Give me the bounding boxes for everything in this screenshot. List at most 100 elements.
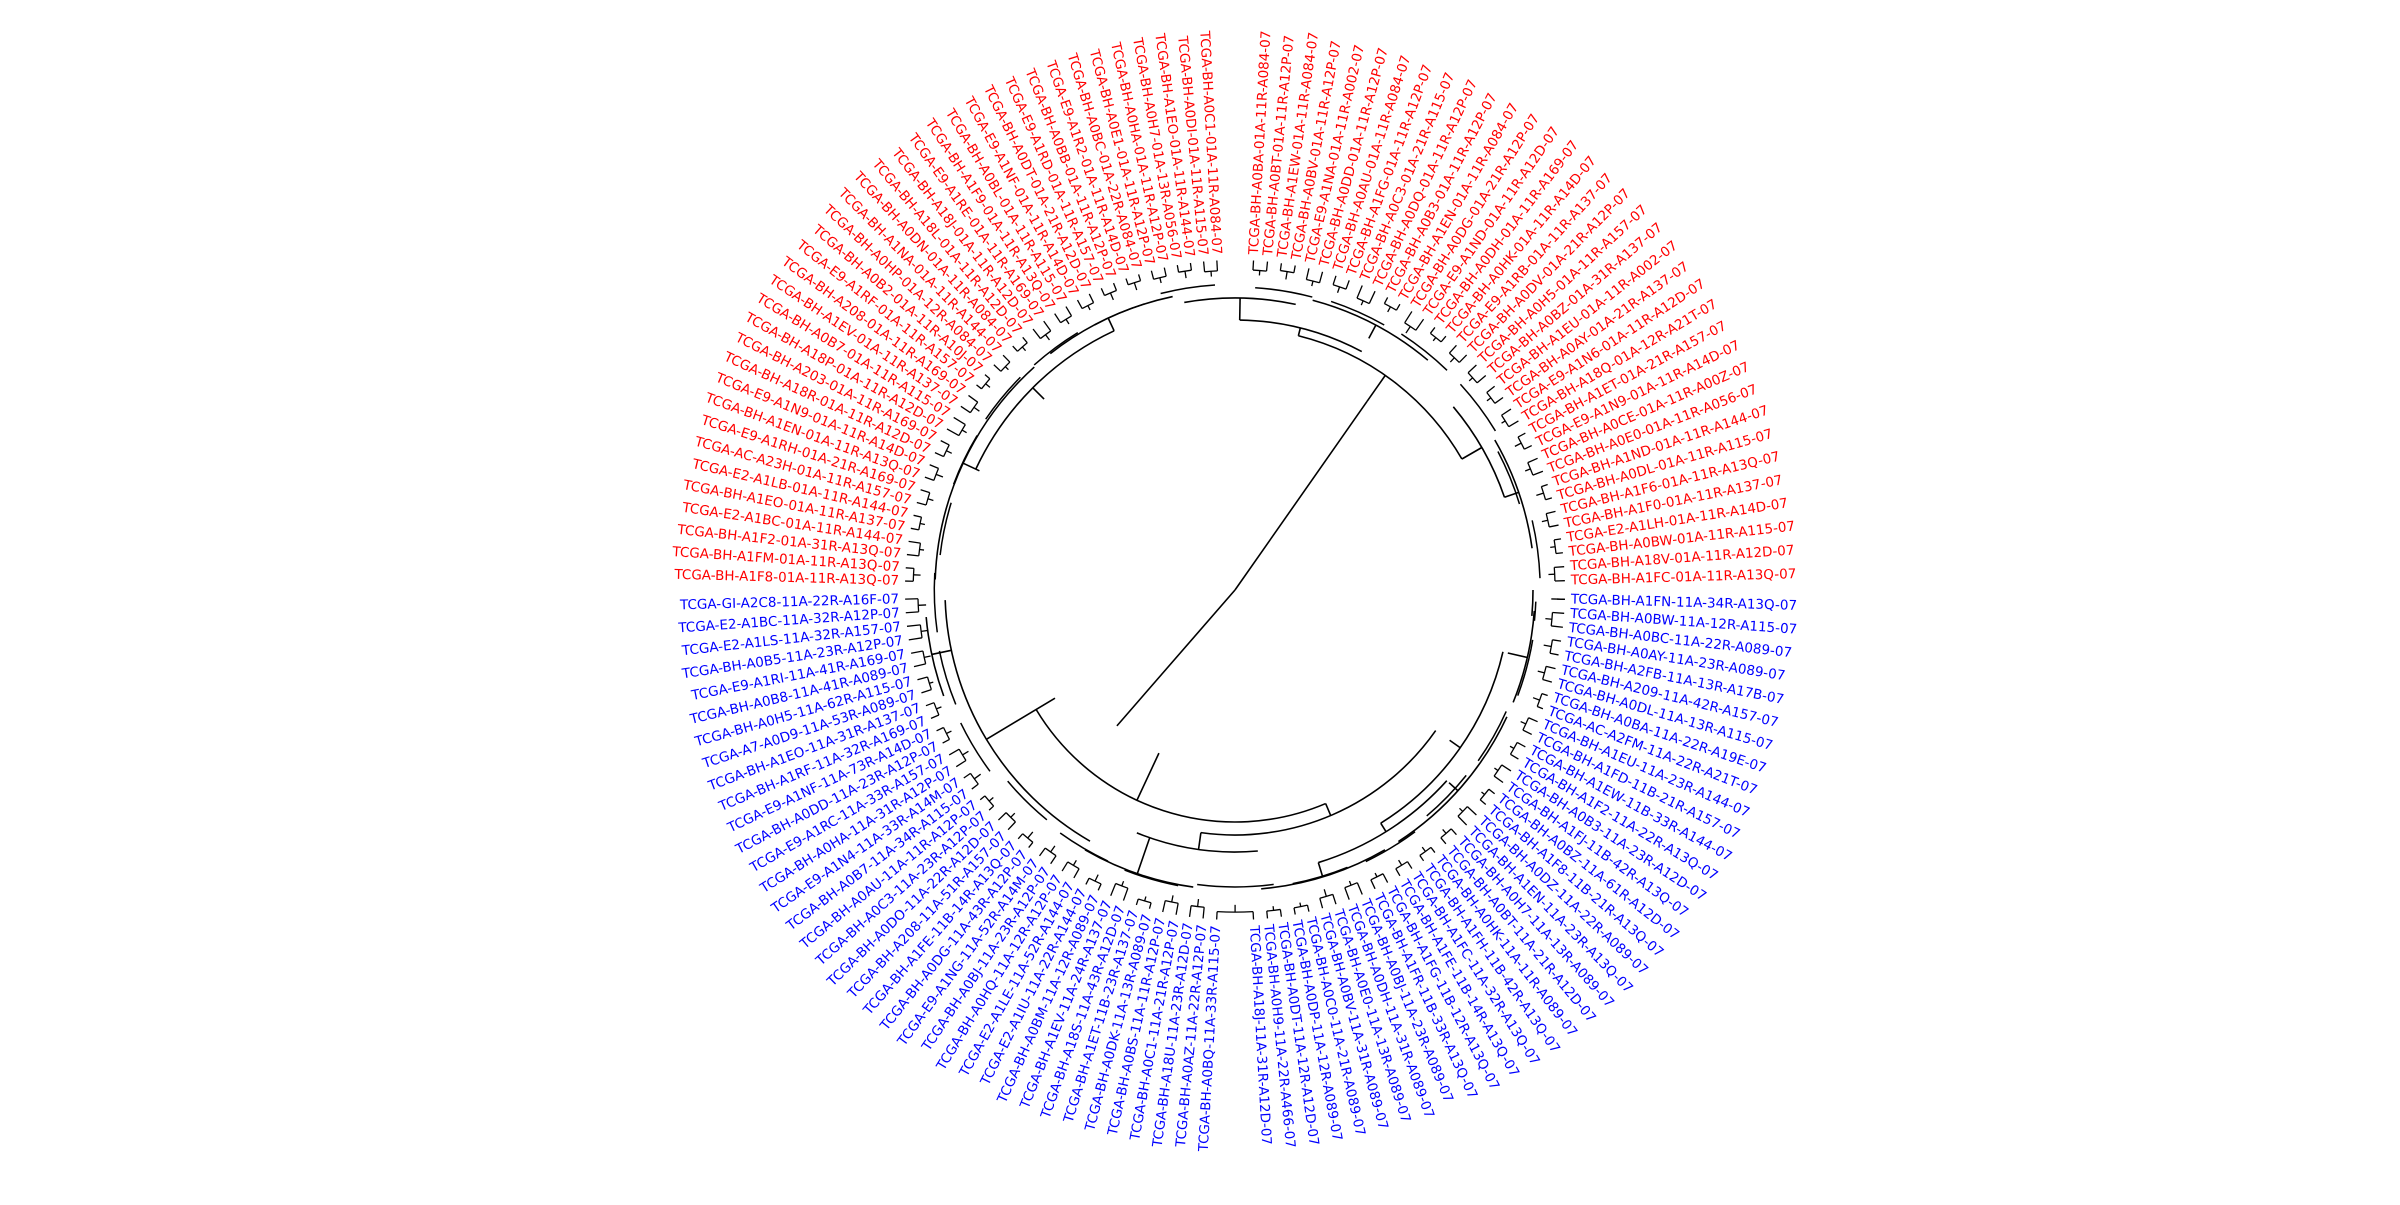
- leaf-branch: [1481, 792, 1484, 795]
- leaf-branch: [1029, 842, 1033, 847]
- cluster-arc: [961, 723, 990, 771]
- leaf-branch: [911, 651, 923, 653]
- leaf-branch: [1306, 268, 1309, 279]
- leaf-branch: [946, 451, 951, 454]
- leaf-branch: [1172, 895, 1173, 902]
- leaf-branch: [1028, 832, 1033, 838]
- leaf-branch: [1422, 847, 1425, 851]
- branch-radial: [1033, 388, 1044, 399]
- leaf-branch: [1468, 365, 1476, 373]
- leaf-branch: [941, 441, 949, 445]
- leaf-branch: [1345, 888, 1349, 900]
- leaf-branch: [1533, 471, 1543, 475]
- leaf-branch: [1546, 666, 1555, 668]
- leaf-branch: [962, 430, 967, 433]
- leaf-branch: [1123, 888, 1127, 900]
- leaf-branch: [1357, 883, 1362, 895]
- leaf-branch: [1430, 327, 1434, 333]
- branch-arc: [1532, 590, 1533, 616]
- leaf-branch: [1011, 813, 1015, 817]
- leaf-branch: [1003, 355, 1010, 362]
- leaf-branch: [998, 813, 1006, 820]
- leaf-branch: [1495, 398, 1503, 404]
- leaf-branch: [921, 490, 930, 493]
- leaf-branch: [937, 728, 944, 731]
- leaf-branch: [1487, 398, 1491, 401]
- leaf-branch: [1122, 881, 1124, 886]
- leaf-branch: [1312, 281, 1313, 286]
- leaf-branch: [956, 760, 966, 766]
- leaf-branch: [1441, 336, 1446, 342]
- leaf-branch: [1384, 297, 1387, 303]
- cluster-arc: [1532, 520, 1540, 578]
- leaf-branch: [906, 612, 919, 613]
- leaf-branch: [974, 407, 979, 411]
- leaf-branch: [924, 656, 930, 657]
- leaf-branch: [1494, 776, 1503, 782]
- leaf-branch: [1333, 276, 1336, 285]
- branch-radial: [1367, 375, 1385, 401]
- branch-radial: [1137, 838, 1149, 874]
- leaf-branch: [1396, 869, 1400, 876]
- branch-radial: [1318, 863, 1322, 877]
- leaf-branch: [928, 499, 934, 501]
- leaf-branch: [977, 385, 982, 389]
- branch-radial: [1508, 653, 1527, 658]
- leaf-branch: [1469, 378, 1472, 381]
- leaf-branch: [1110, 293, 1113, 300]
- leaf-branch: [907, 555, 919, 556]
- leaf-branch: [1406, 326, 1410, 333]
- leaf-branch: [1407, 862, 1411, 869]
- leaf-branch: [1294, 908, 1295, 915]
- leaf-branch: [1369, 291, 1375, 303]
- leaf-branch: [1013, 346, 1018, 351]
- cluster-arc: [934, 573, 937, 632]
- leaf-branch: [1190, 263, 1191, 270]
- leaf-branch: [1515, 443, 1521, 446]
- leaf-branch: [1554, 539, 1561, 540]
- leaf-branch: [1346, 280, 1349, 289]
- leaf-branch: [1552, 612, 1564, 613]
- leaf-branch: [954, 417, 966, 424]
- leaf-branch: [1055, 314, 1061, 323]
- leaf-branch: [1550, 547, 1555, 548]
- leaf-branch: [1095, 875, 1098, 881]
- branch-arc: [1313, 300, 1428, 360]
- leaf-branch: [929, 682, 933, 683]
- cluster-arc: [1331, 301, 1384, 325]
- leaf-branch: [1062, 862, 1068, 871]
- leaf-branch: [1544, 645, 1552, 646]
- leaf-branch: [1190, 906, 1192, 917]
- leaf-branch: [914, 664, 926, 667]
- leaf-branch: [1185, 271, 1186, 278]
- branch-radial: [1450, 740, 1461, 747]
- leaf-branch: [1502, 421, 1506, 423]
- branch-radial: [1369, 325, 1376, 338]
- leaf-branch: [1338, 287, 1340, 293]
- cluster-arc: [1255, 288, 1312, 297]
- leaf-branch: [1145, 897, 1146, 901]
- leaf-branch: [1443, 829, 1446, 833]
- leaf-branch: [1089, 294, 1093, 303]
- leaf-branch: [1307, 905, 1308, 911]
- leaf-branch: [1151, 271, 1153, 280]
- leaf-branch: [1541, 484, 1547, 486]
- leaf-branch: [1502, 409, 1511, 415]
- leaf-branch: [1018, 834, 1022, 839]
- leaf-branch: [909, 638, 922, 640]
- leaf-branch: [921, 690, 931, 693]
- branch-radial: [1462, 448, 1482, 460]
- leaf-branch: [1431, 847, 1435, 852]
- leaf-branch: [1480, 800, 1486, 805]
- leaf-branch: [911, 528, 919, 530]
- leaf-branch: [1489, 789, 1495, 794]
- leaf-branch: [1033, 329, 1040, 339]
- leaf-branch: [1320, 272, 1323, 283]
- leaf-branch: [1126, 279, 1128, 285]
- leaf-branch: [1286, 272, 1287, 280]
- leaf-branch: [1066, 307, 1072, 316]
- leaf-branch: [1176, 903, 1178, 914]
- leaf-branch: [1177, 265, 1178, 272]
